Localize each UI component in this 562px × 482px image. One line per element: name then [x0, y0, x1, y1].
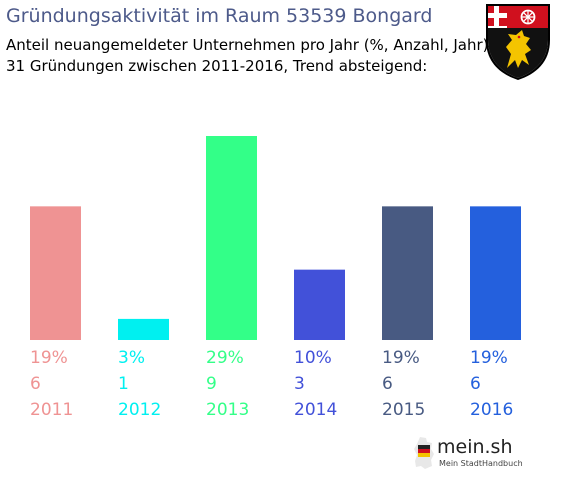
year-label: 2011: [30, 400, 74, 420]
bar-2015: [382, 206, 433, 340]
bar-label-group: 19% 6 2015: [382, 345, 442, 423]
logo-tagline: Mein StadtHandbuch: [439, 459, 523, 468]
count-label: 6: [382, 374, 393, 394]
bar-label-group: 3% 1 2012: [118, 345, 178, 423]
count-label: 1: [118, 374, 129, 394]
year-label: 2013: [206, 400, 250, 420]
year-label: 2012: [118, 400, 162, 420]
chart-subtitle-line1: Anteil neuangemeldeter Unternehmen pro J…: [6, 36, 489, 54]
percent-label: 10%: [294, 348, 332, 368]
bar-label-group: 29% 9 2013: [206, 345, 266, 423]
percent-label: 19%: [382, 348, 420, 368]
bar-2014: [294, 269, 345, 340]
bar-label-group: 19% 6 2016: [470, 345, 530, 423]
bar-label-group: 10% 3 2014: [294, 345, 354, 423]
chart-subtitle-line2: 31 Gründungen zwischen 2011-2016, Trend …: [6, 57, 428, 75]
percent-label: 3%: [118, 348, 145, 368]
bar-2016: [470, 206, 521, 340]
logo-text: mein.sh: [437, 436, 513, 458]
percent-label: 19%: [470, 348, 508, 368]
count-label: 9: [206, 374, 217, 394]
count-label: 3: [294, 374, 305, 394]
mein-sh-logo[interactable]: mein.sh Mein StadtHandbuch: [413, 434, 525, 474]
percent-label: 29%: [206, 348, 244, 368]
germany-map-icon: [414, 437, 434, 469]
percent-label: 19%: [30, 348, 68, 368]
year-label: 2014: [294, 400, 338, 420]
page-title: Gründungsaktivität im Raum 53539 Bongard: [6, 5, 433, 27]
year-label: 2016: [470, 400, 514, 420]
bar-label-group: 19% 6 2011: [30, 345, 90, 423]
year-label: 2015: [382, 400, 426, 420]
bar-2013: [206, 136, 257, 340]
count-label: 6: [30, 374, 41, 394]
count-label: 6: [470, 374, 481, 394]
coat-of-arms-icon: [486, 4, 550, 80]
bar-2012: [118, 318, 169, 340]
bar-2011: [30, 206, 81, 340]
